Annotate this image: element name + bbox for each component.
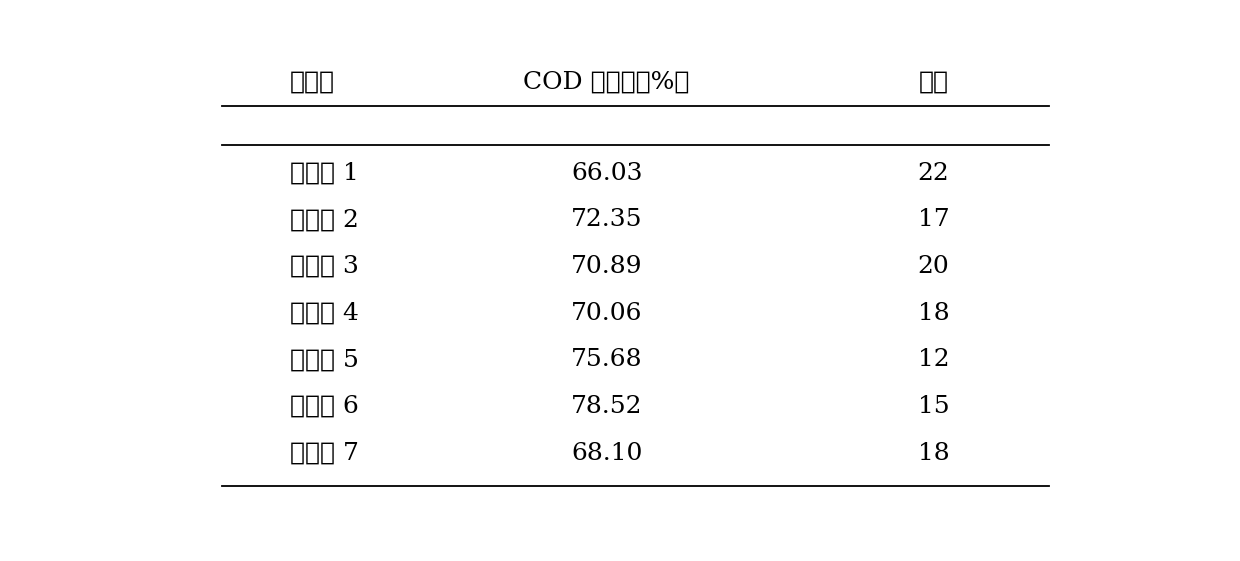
Text: 75.68: 75.68: [570, 348, 642, 371]
Text: 实施例 3: 实施例 3: [290, 255, 358, 278]
Text: 实施例 2: 实施例 2: [290, 208, 358, 231]
Text: 实施例 7: 实施例 7: [290, 442, 358, 465]
Text: 实施例 1: 实施例 1: [290, 162, 358, 185]
Text: 实施例 5: 实施例 5: [290, 348, 358, 371]
Text: 18: 18: [918, 442, 950, 465]
Text: 66.03: 66.03: [570, 162, 642, 185]
Text: 15: 15: [918, 395, 950, 418]
Text: 70.89: 70.89: [570, 255, 642, 278]
Text: 68.10: 68.10: [570, 442, 642, 465]
Text: 20: 20: [918, 255, 950, 278]
Text: 18: 18: [918, 302, 950, 325]
Text: 22: 22: [918, 162, 950, 185]
Text: 78.52: 78.52: [570, 395, 642, 418]
Text: 70.06: 70.06: [570, 302, 642, 325]
Text: 12: 12: [918, 348, 950, 371]
Text: 实施例 6: 实施例 6: [290, 395, 358, 418]
Text: 17: 17: [918, 208, 950, 231]
Text: 色度: 色度: [919, 71, 949, 94]
Text: 实施例: 实施例: [290, 71, 335, 94]
Text: 72.35: 72.35: [570, 208, 642, 231]
Text: COD 去除率（%）: COD 去除率（%）: [523, 71, 689, 94]
Text: 实施例 4: 实施例 4: [290, 302, 358, 325]
